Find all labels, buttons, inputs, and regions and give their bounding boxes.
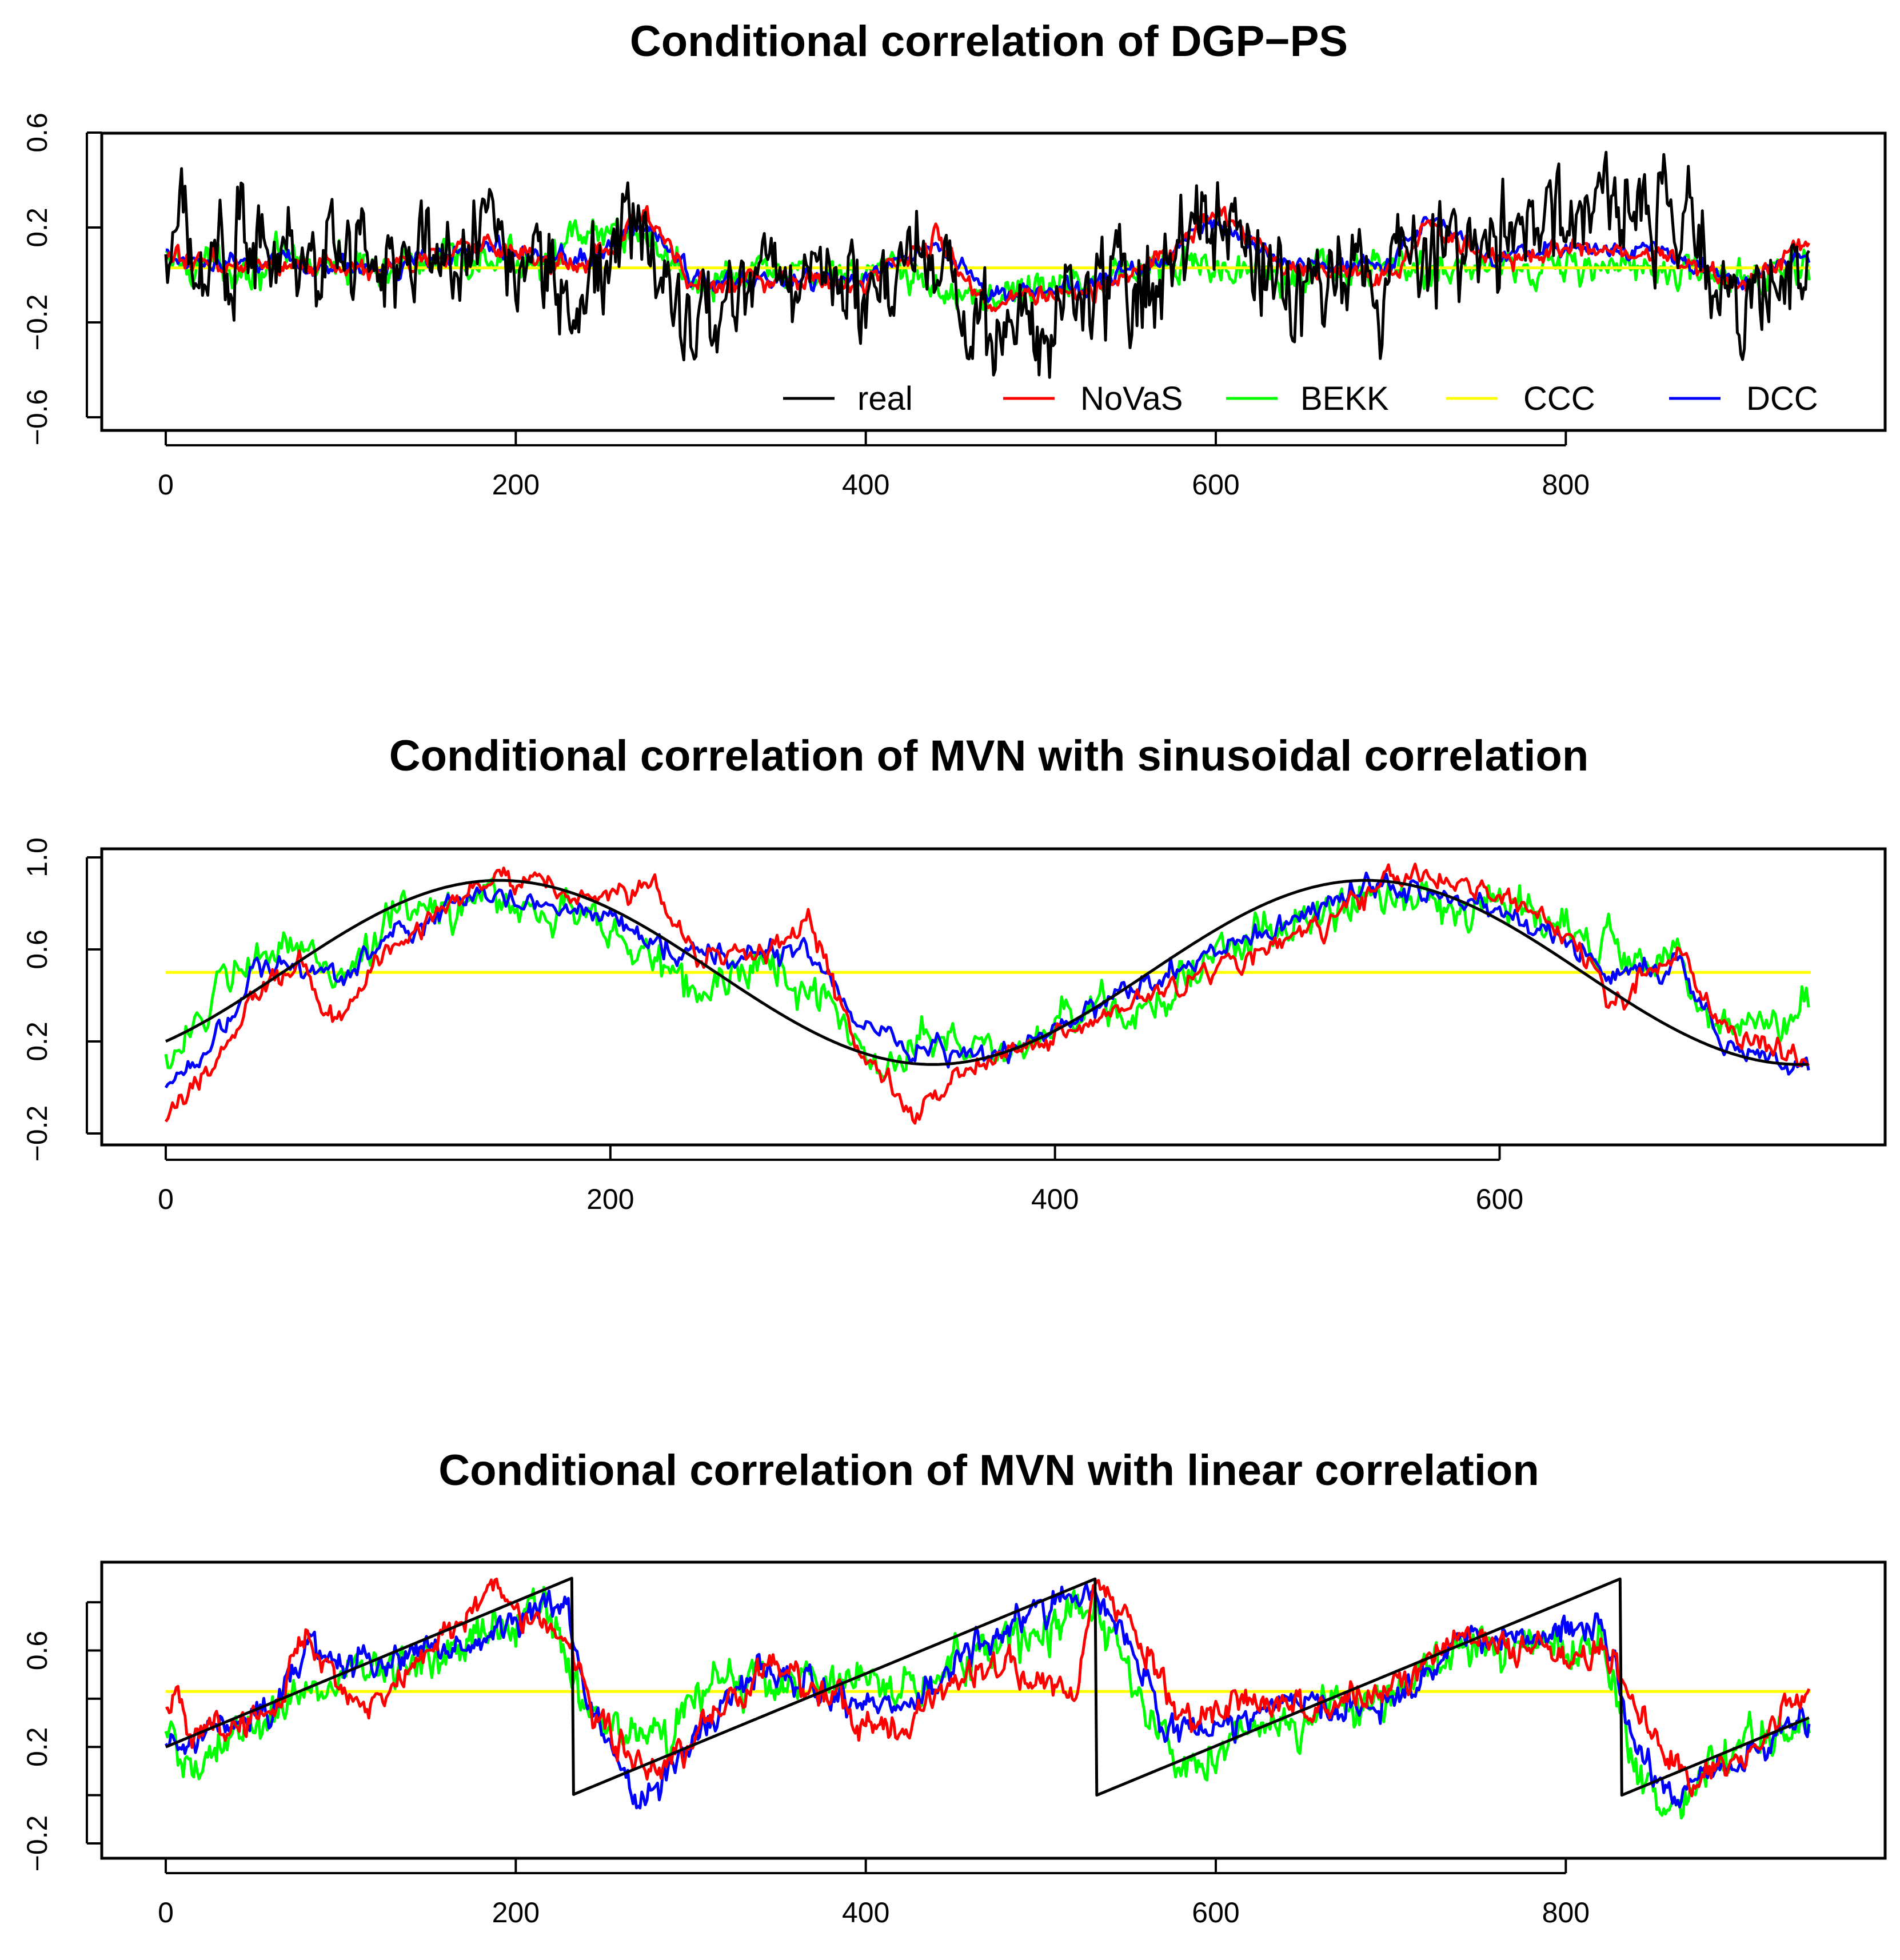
y-tick-label: 0.2 xyxy=(21,1021,53,1061)
series-line-dcc xyxy=(164,871,1810,1089)
x-tick-label: 600 xyxy=(1192,469,1239,501)
x-tick-label: 0 xyxy=(158,469,174,501)
series-line-real xyxy=(164,150,1810,379)
legend-label-ccc: CCC xyxy=(1523,380,1595,417)
chart-title: Conditional correlation of DGP−PS xyxy=(630,17,1348,66)
x-tick-label: 800 xyxy=(1542,1897,1590,1929)
legend-entry-real: real xyxy=(783,380,913,417)
y-tick-label: 0.6 xyxy=(21,929,53,969)
legend-entry-bekk: BEKK xyxy=(1226,380,1389,417)
y-tick-label: 0.2 xyxy=(21,207,53,248)
y-tick-label: −0.2 xyxy=(21,1815,53,1872)
plot-frame xyxy=(100,1560,1887,1860)
x-tick-label: 200 xyxy=(586,1183,634,1215)
legend-entry-ccc: CCC xyxy=(1446,380,1595,417)
legend-label-bekk: BEKK xyxy=(1300,380,1389,417)
legend-entry-novas: NoVaS xyxy=(1003,380,1183,417)
x-tick-label: 200 xyxy=(492,1897,540,1929)
x-tick-label: 200 xyxy=(492,469,540,501)
legend-label-dcc: DCC xyxy=(1746,380,1818,417)
x-tick-label: 600 xyxy=(1192,1897,1239,1929)
x-tick-label: 400 xyxy=(1031,1183,1079,1215)
x-tick-label: 800 xyxy=(1542,469,1590,501)
x-tick-label: 400 xyxy=(842,469,889,501)
chart-panel-2: Conditional correlation of MVN with sinu… xyxy=(21,732,1887,1215)
legend-label-real: real xyxy=(857,380,913,417)
chart-panel-3: Conditional correlation of MVN with line… xyxy=(21,1446,1887,1929)
series-line-dcc xyxy=(164,1582,1811,1810)
series-line-novas xyxy=(164,205,1811,313)
y-tick-label: −0.6 xyxy=(21,389,53,446)
series-line-bekk xyxy=(164,877,1810,1079)
chart-title: Conditional correlation of MVN with sinu… xyxy=(389,732,1589,780)
x-tick-label: 400 xyxy=(842,1897,889,1929)
legend: real NoVaS BEKK CCC DCC xyxy=(783,380,1818,417)
y-tick-label: 1.0 xyxy=(21,837,53,877)
y-tick-label: −0.2 xyxy=(21,294,53,351)
plot-frame xyxy=(100,131,1887,432)
x-tick-label: 0 xyxy=(158,1183,174,1215)
series-line-real xyxy=(165,879,1809,1066)
chart-panel-1: Conditional correlation of DGP−PS 0 200 40… xyxy=(21,17,1887,501)
x-tick-label: 600 xyxy=(1476,1183,1523,1215)
legend-entry-dcc: DCC xyxy=(1669,380,1818,417)
series-line-novas xyxy=(165,1577,1811,1798)
chart-title: Conditional correlation of MVN with line… xyxy=(438,1446,1539,1495)
y-tick-label: 0.6 xyxy=(21,1631,53,1671)
plot-frame xyxy=(100,847,1887,1147)
series-line-bekk xyxy=(165,217,1811,312)
series-line-real xyxy=(165,1576,1810,1797)
series-line-novas xyxy=(164,863,1810,1125)
y-tick-label: −0.2 xyxy=(21,1105,53,1162)
legend-label-novas: NoVaS xyxy=(1080,380,1183,417)
x-tick-label: 0 xyxy=(158,1897,174,1929)
y-tick-label: 0.6 xyxy=(21,113,53,153)
y-tick-label: 0.2 xyxy=(21,1727,53,1767)
